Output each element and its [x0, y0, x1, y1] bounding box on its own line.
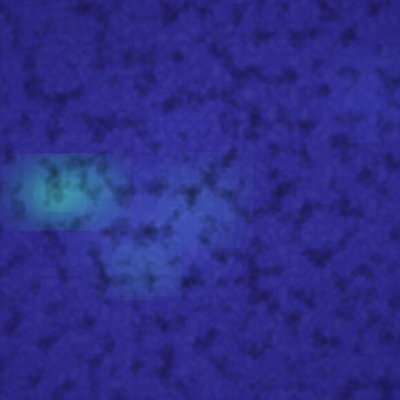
leather-texture-canvas [0, 0, 400, 400]
leather-texture-background [0, 0, 400, 400]
vignette-overlay [0, 0, 400, 400]
